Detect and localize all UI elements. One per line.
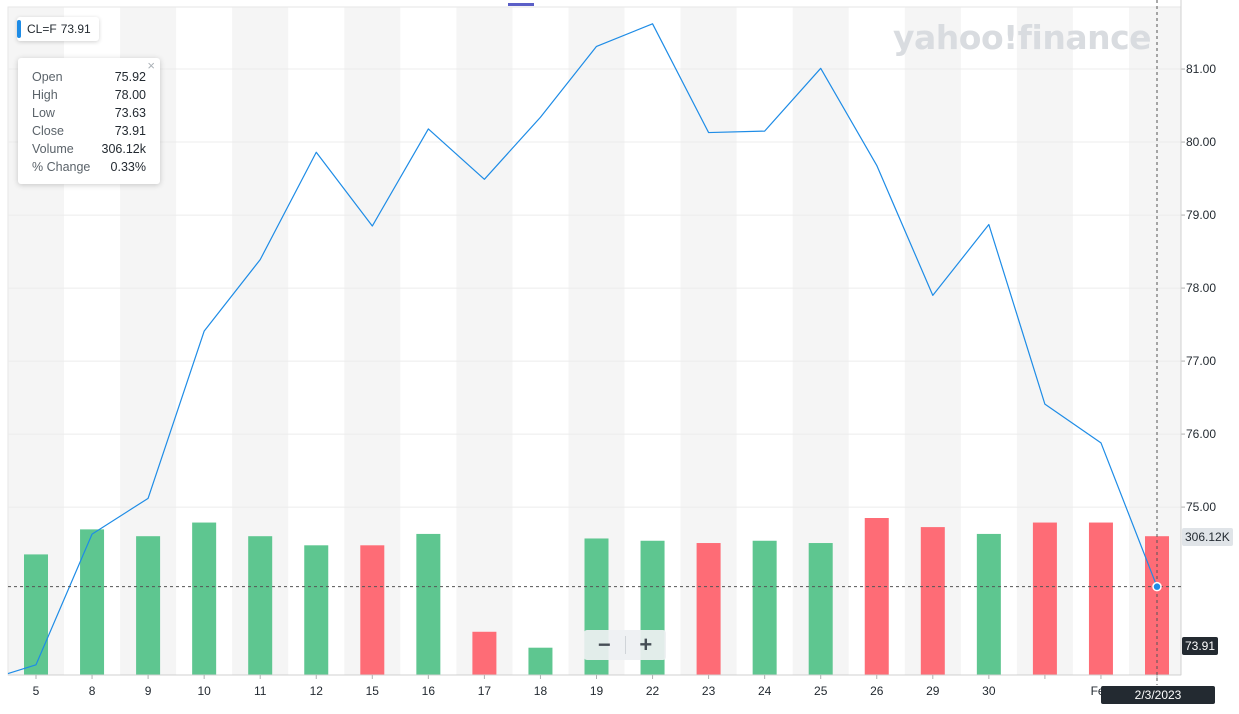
x-tick-label: 8 bbox=[89, 684, 96, 698]
close-icon[interactable]: × bbox=[147, 58, 155, 73]
volume-bar bbox=[360, 545, 385, 675]
yahoo-finance-watermark: yahoo!finance bbox=[893, 18, 1152, 57]
top-marker bbox=[508, 3, 534, 6]
x-axis: 589101112151617181922232425262930Feb bbox=[8, 674, 1181, 698]
y-tick-label: 75.00 bbox=[1186, 500, 1216, 514]
y-tick-label: 76.00 bbox=[1186, 427, 1216, 441]
tooltip-row-high: High 78.00 bbox=[32, 86, 146, 104]
volume-bar bbox=[136, 536, 161, 675]
price-axis-tag: 73.91 bbox=[1182, 637, 1219, 655]
ohlc-tooltip: × Open 75.92 High 78.00 Low 73.63 Close … bbox=[18, 58, 160, 184]
zoom-out-button[interactable]: − bbox=[597, 632, 611, 657]
background-band bbox=[456, 7, 513, 675]
y-tick-label: 78.00 bbox=[1186, 281, 1216, 295]
zoom-divider bbox=[624, 636, 626, 654]
x-tick-label: 11 bbox=[254, 684, 267, 698]
volume-bar bbox=[416, 533, 441, 675]
price-series bbox=[7, 23, 1158, 675]
tooltip-row-low: Low 73.63 bbox=[32, 104, 146, 122]
tooltip-value: 73.63 bbox=[114, 106, 146, 120]
x-tick-label: 30 bbox=[982, 684, 996, 698]
volume-bar bbox=[528, 647, 553, 675]
y-tick-label: 81.00 bbox=[1186, 62, 1216, 76]
volume-bar bbox=[304, 545, 329, 675]
tooltip-row-change: % Change 0.33% bbox=[32, 158, 146, 176]
y-tick-label: 79.00 bbox=[1186, 208, 1216, 222]
crosshair bbox=[8, 0, 1181, 685]
tooltip-label: Volume bbox=[32, 142, 74, 156]
tooltip-value: 306.12k bbox=[101, 142, 146, 156]
volume-bar bbox=[864, 518, 889, 675]
tooltip-value: 0.33% bbox=[110, 160, 146, 174]
tooltip-value: 78.00 bbox=[114, 88, 146, 102]
tooltip-row-open: Open 75.92 bbox=[32, 68, 146, 86]
volume-bar bbox=[472, 631, 497, 675]
tooltip-label: Low bbox=[32, 106, 55, 120]
volume-bar bbox=[248, 536, 273, 675]
ticker-chip[interactable]: CL=F 73.91 bbox=[17, 17, 99, 41]
zoom-in-button[interactable]: + bbox=[639, 632, 653, 657]
x-tick-label: 18 bbox=[534, 684, 548, 698]
crosshair-date-tag: 2/3/2023 bbox=[1101, 686, 1215, 704]
tooltip-label: % Change bbox=[32, 160, 91, 174]
volume-bar bbox=[24, 554, 48, 675]
crosshair-point bbox=[1152, 581, 1162, 592]
ticker-symbol: CL=F bbox=[27, 22, 57, 36]
volume-bar bbox=[752, 540, 777, 675]
x-tick-label: 5 bbox=[33, 684, 40, 698]
tooltip-row-close: Close 73.91 bbox=[32, 122, 146, 140]
tooltip-label: Close bbox=[32, 124, 64, 138]
x-tick-label: 9 bbox=[145, 684, 152, 698]
x-tick-label: 16 bbox=[422, 684, 436, 698]
tooltip-label: High bbox=[32, 88, 58, 102]
zoom-control: − + bbox=[584, 630, 666, 660]
x-tick-label: 29 bbox=[926, 684, 940, 698]
x-tick-label: 26 bbox=[870, 684, 884, 698]
x-tick-label: 12 bbox=[310, 684, 324, 698]
volume-bar bbox=[80, 529, 105, 675]
grid-lines bbox=[8, 68, 1181, 508]
volume-axis-tag: 306.12K bbox=[1182, 528, 1233, 546]
y-tick-label: 77.00 bbox=[1186, 354, 1216, 368]
tooltip-label: Open bbox=[32, 70, 63, 84]
volume-bar bbox=[920, 527, 945, 675]
x-tick-label: 22 bbox=[646, 684, 660, 698]
tooltip-value: 73.91 bbox=[114, 124, 146, 138]
tooltip-row-volume: Volume 306.12k bbox=[32, 140, 146, 158]
x-tick-label: 15 bbox=[366, 684, 380, 698]
close-price-line bbox=[7, 23, 1158, 675]
x-tick-label: 23 bbox=[702, 684, 716, 698]
x-tick-label: 19 bbox=[590, 684, 604, 698]
x-tick-label: 24 bbox=[758, 684, 772, 698]
volume-bar bbox=[192, 522, 217, 675]
x-tick-label: 10 bbox=[197, 684, 211, 698]
volume-bar bbox=[1032, 522, 1057, 675]
x-tick-label: 17 bbox=[478, 684, 492, 698]
y-tick-label: 80.00 bbox=[1186, 135, 1216, 149]
tooltip-value: 75.92 bbox=[114, 70, 146, 84]
ticker-price: 73.91 bbox=[60, 22, 91, 36]
volume-bar bbox=[696, 543, 721, 675]
volume-bar bbox=[808, 543, 833, 675]
x-tick-label: 25 bbox=[814, 684, 828, 698]
volume-bar bbox=[1088, 522, 1113, 675]
volume-bar bbox=[976, 533, 1001, 675]
y-axis: 81.00 80.00 79.00 78.00 77.00 76.00 75.00 bbox=[1180, 0, 1216, 675]
